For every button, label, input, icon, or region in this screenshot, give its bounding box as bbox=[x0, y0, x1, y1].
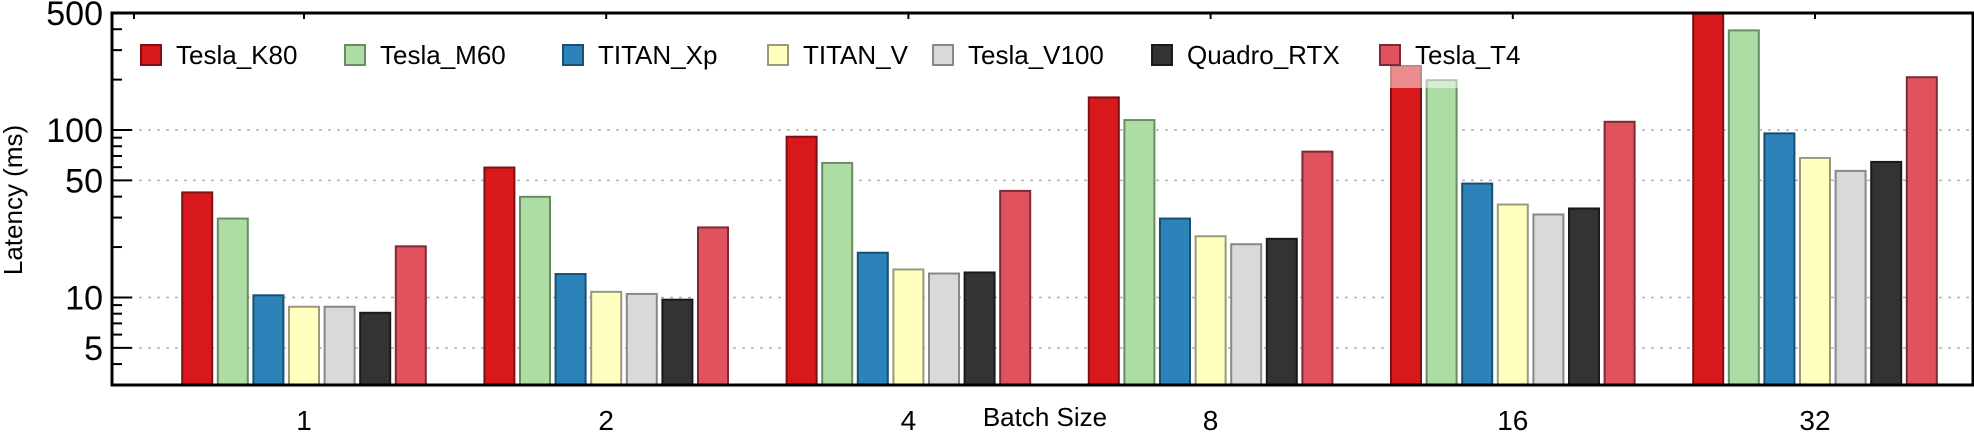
bar-titan-xp-batch-4 bbox=[856, 251, 889, 386]
bar-tesla-v100-batch-16 bbox=[1532, 213, 1565, 386]
x-tick-label: 8 bbox=[1203, 405, 1219, 434]
legend-label-tesla-t4: Tesla_T4 bbox=[1415, 40, 1521, 70]
y-tick-label: 5 bbox=[84, 330, 103, 368]
bar-tesla-v100-batch-8 bbox=[1230, 243, 1263, 386]
bar-tesla-t4-batch-16 bbox=[1603, 120, 1636, 386]
x-tick-label: 16 bbox=[1497, 405, 1528, 434]
y-axis-ticks: 5 10 50 100 500 bbox=[46, 0, 132, 386]
bar-titan-v-batch-2 bbox=[590, 290, 623, 387]
bar-quadro-rtx-batch-2 bbox=[661, 298, 694, 386]
bar-tesla-k80-batch-32 bbox=[1692, 12, 1725, 386]
bar-tesla-v100-batch-4 bbox=[928, 272, 960, 386]
bars bbox=[181, 12, 1938, 387]
bar-tesla-v100-batch-2 bbox=[625, 292, 658, 387]
bar-titan-v-batch-8 bbox=[1194, 235, 1227, 386]
legend-swatch-quadro-rtx bbox=[1151, 44, 1173, 66]
bar-titan-xp-batch-2 bbox=[554, 273, 587, 386]
legend: Tesla_K80 Tesla_M60 TITAN_Xp TITAN_V Tesla_V… bbox=[125, 30, 1545, 88]
bar-tesla-m60-batch-2 bbox=[519, 195, 551, 386]
legend-swatch-titan-xp bbox=[562, 44, 584, 66]
bar-quadro-rtx-batch-8 bbox=[1265, 237, 1298, 386]
bar-titan-xp-batch-16 bbox=[1461, 182, 1494, 386]
y-axis-title: Latency (ms) bbox=[0, 125, 28, 275]
legend-swatch-titan-v bbox=[767, 44, 789, 66]
plot-frame bbox=[110, 11, 1974, 387]
y-tick-label: 10 bbox=[65, 279, 103, 317]
bar-titan-v-batch-32 bbox=[1799, 156, 1831, 386]
bar-titan-xp-batch-1 bbox=[252, 294, 285, 386]
legend-swatch-tesla-m60 bbox=[344, 44, 366, 66]
legend-swatch-tesla-v100 bbox=[932, 44, 954, 66]
bar-tesla-t4-batch-1 bbox=[394, 245, 427, 386]
x-axis-title: Batch Size bbox=[983, 402, 1107, 432]
bar-tesla-v100-batch-32 bbox=[1834, 169, 1867, 386]
bar-tesla-t4-batch-2 bbox=[697, 226, 729, 386]
x-axis-ticks: 1 2 4 8 16 32 bbox=[133, 13, 1831, 434]
bar-quadro-rtx-batch-16 bbox=[1568, 207, 1600, 386]
x-tick-label: 2 bbox=[598, 405, 614, 434]
legend-label-titan-v: TITAN_V bbox=[803, 40, 909, 70]
grid-lines bbox=[112, 129, 1973, 349]
y-tick-label: 500 bbox=[46, 0, 103, 33]
bar-quadro-rtx-batch-32 bbox=[1870, 160, 1903, 386]
plot-border bbox=[110, 11, 1974, 387]
x-tick-label: 4 bbox=[901, 405, 917, 434]
x-tick-label: 32 bbox=[1799, 405, 1830, 434]
bar-tesla-k80-batch-2 bbox=[483, 166, 516, 386]
y-tick-label: 100 bbox=[46, 112, 103, 150]
bar-tesla-t4-batch-8 bbox=[1301, 150, 1334, 386]
bar-titan-v-batch-16 bbox=[1496, 203, 1529, 386]
x-tick-label: 1 bbox=[296, 405, 312, 434]
bar-quadro-rtx-batch-1 bbox=[359, 311, 392, 386]
legend-swatch-tesla-t4 bbox=[1379, 44, 1401, 66]
bar-tesla-m60-batch-1 bbox=[216, 217, 249, 386]
bar-tesla-k80-batch-8 bbox=[1087, 96, 1120, 386]
legend-label-quadro-rtx: Quadro_RTX bbox=[1187, 40, 1340, 70]
bar-titan-v-batch-4 bbox=[892, 268, 925, 386]
bar-tesla-m60-batch-8 bbox=[1123, 119, 1156, 386]
legend-swatch-tesla-k80 bbox=[140, 44, 162, 66]
bar-titan-xp-batch-8 bbox=[1159, 217, 1191, 386]
legend-label-tesla-v100: Tesla_V100 bbox=[968, 40, 1104, 70]
bar-tesla-k80-batch-16 bbox=[1390, 64, 1422, 386]
legend-label-titan-xp: TITAN_Xp bbox=[598, 40, 717, 70]
y-tick-label: 50 bbox=[65, 162, 103, 200]
bar-tesla-m60-batch-32 bbox=[1727, 29, 1760, 386]
bar-tesla-k80-batch-1 bbox=[181, 191, 214, 386]
legend-label-tesla-k80: Tesla_K80 bbox=[176, 40, 297, 70]
bar-tesla-m60-batch-16 bbox=[1425, 79, 1458, 387]
bar-tesla-v100-batch-1 bbox=[323, 305, 356, 386]
bar-tesla-m60-batch-4 bbox=[821, 161, 854, 386]
bar-tesla-t4-batch-4 bbox=[999, 189, 1032, 386]
bar-titan-v-batch-1 bbox=[288, 305, 320, 386]
bar-titan-xp-batch-32 bbox=[1763, 132, 1796, 386]
bar-tesla-t4-batch-32 bbox=[1905, 76, 1938, 386]
bar-tesla-k80-batch-4 bbox=[785, 135, 818, 386]
bar-quadro-rtx-batch-4 bbox=[963, 271, 996, 386]
legend-label-tesla-m60: Tesla_M60 bbox=[380, 40, 506, 70]
